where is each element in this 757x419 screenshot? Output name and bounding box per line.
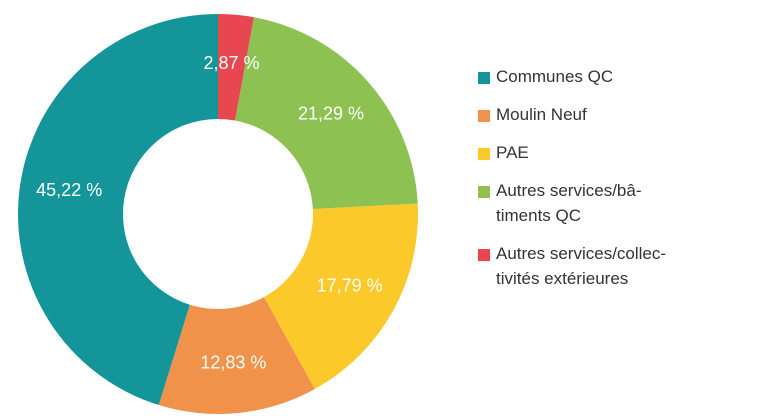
legend-swatch xyxy=(478,72,490,84)
legend-swatch xyxy=(478,249,490,261)
legend-swatch xyxy=(478,186,490,198)
data-label: 2,87 % xyxy=(204,53,260,73)
legend-line: Moulin Neuf xyxy=(496,105,587,124)
data-label: 21,29 % xyxy=(298,103,364,123)
legend-label: Autres services/bâ-timents QC xyxy=(496,181,642,225)
legend-line: PAE xyxy=(496,143,529,162)
legend-label: Moulin Neuf xyxy=(496,105,587,124)
legend-line: tivités extérieures xyxy=(496,269,628,288)
legend-line: Communes QC xyxy=(496,67,613,86)
data-label: 12,83 % xyxy=(200,352,266,372)
legend-label: Autres services/collec-tivités extérieur… xyxy=(496,244,666,288)
slice xyxy=(18,14,218,406)
data-label: 17,79 % xyxy=(317,276,383,296)
legend-line: Autres services/bâ- xyxy=(496,181,642,200)
legend-swatch xyxy=(478,110,490,122)
data-label: 45,22 % xyxy=(36,180,102,200)
slice xyxy=(158,297,315,415)
legend-swatch xyxy=(478,148,490,160)
slice xyxy=(264,203,418,389)
legend-line: timents QC xyxy=(496,206,581,225)
legend-label: PAE xyxy=(496,143,529,162)
slice xyxy=(218,14,254,121)
slice xyxy=(235,17,418,209)
legend-line: Autres services/collec- xyxy=(496,244,666,263)
legend-label: Communes QC xyxy=(496,67,613,86)
